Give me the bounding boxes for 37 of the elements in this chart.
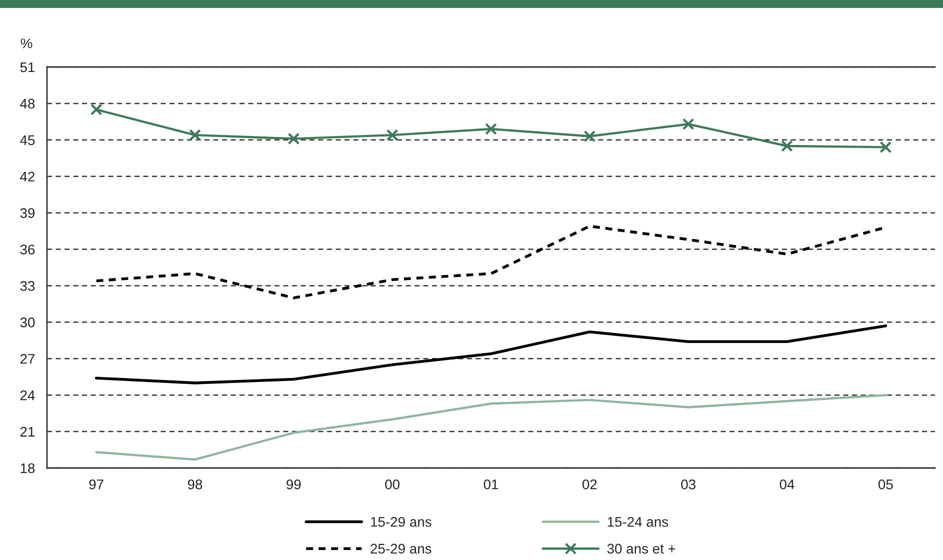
point <box>880 141 892 154</box>
point <box>584 130 596 142</box>
x-tick-label: 99 <box>286 479 301 490</box>
y-tick-label: 42 <box>20 172 34 182</box>
point <box>90 104 102 116</box>
point <box>682 118 694 130</box>
line-series <box>95 394 887 461</box>
y-tick-label: 39 <box>20 208 35 218</box>
x-tick-label: 05 <box>878 479 893 490</box>
point <box>386 129 398 142</box>
line-series <box>94 324 888 384</box>
x-tick-label: 03 <box>681 479 696 490</box>
y-tick-label: 30 <box>20 318 35 328</box>
y-tick-label: 24 <box>20 390 35 400</box>
legend-label: 25-29 ans <box>370 544 432 554</box>
x-tick-label: 04 <box>780 479 794 490</box>
y-tick-label: 36 <box>20 244 35 254</box>
legend-label: 30 ans et + <box>607 544 676 554</box>
point <box>485 123 497 135</box>
y-tick-label: 21 <box>20 426 35 437</box>
y-tick-label: 18 <box>20 463 35 474</box>
y-axis-title: % <box>20 38 32 48</box>
y-tick-label: 51 <box>20 62 35 72</box>
y-tick-label: 45 <box>20 135 35 146</box>
y-tick-label: 27 <box>20 354 34 364</box>
legend-label: 15-24 ans <box>608 516 668 527</box>
point <box>781 140 793 152</box>
x-tick-label: 97 <box>89 479 104 490</box>
x-tick-label: 02 <box>582 479 597 490</box>
y-tick-label: 48 <box>20 98 35 109</box>
legend-label: 15-29 ans <box>371 516 432 527</box>
point <box>189 129 201 142</box>
x-tick-label: 01 <box>484 479 498 490</box>
y-tick-label: 33 <box>20 281 35 291</box>
point <box>288 132 300 145</box>
x-tick-label: 00 <box>385 479 400 490</box>
x-tick-label: 98 <box>188 479 202 490</box>
